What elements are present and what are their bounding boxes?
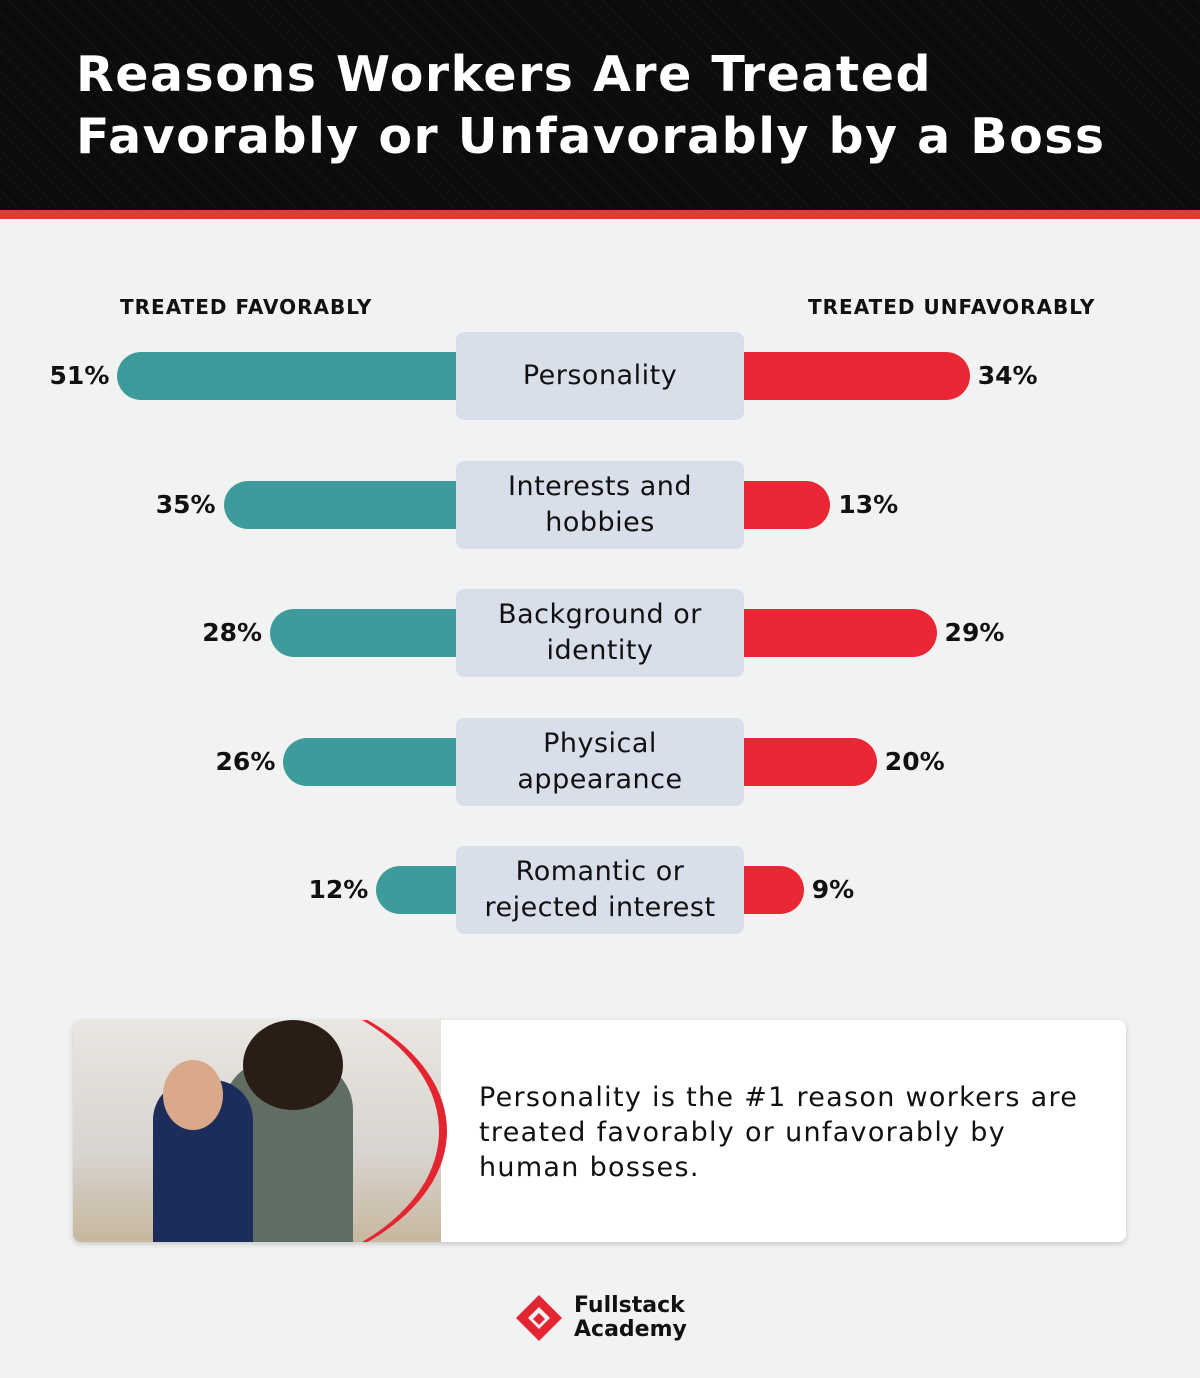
logo-line1: Fullstack bbox=[574, 1293, 685, 1318]
category-label: Physical appearance bbox=[456, 717, 744, 806]
value-favorable: 35% bbox=[155, 489, 216, 519]
category-label: Personality bbox=[456, 332, 744, 420]
value-unfavorable: 13% bbox=[838, 489, 899, 519]
column-heading-unfavorable: TREATED UNFAVORABLY bbox=[808, 295, 1096, 319]
bar-favorable bbox=[117, 352, 456, 400]
category-label: Romantic or rejected interest bbox=[456, 846, 744, 935]
value-unfavorable: 20% bbox=[884, 746, 945, 776]
bar-unfavorable bbox=[744, 737, 877, 786]
value-unfavorable: 9% bbox=[811, 875, 855, 905]
value-favorable: 12% bbox=[308, 875, 369, 905]
callout-text: Personality is the #1 reason workers are… bbox=[479, 1082, 1079, 1183]
bar-unfavorable bbox=[744, 866, 804, 915]
category-label: Background or identity bbox=[456, 589, 744, 678]
logo: Fullstack Academy bbox=[514, 1293, 687, 1343]
bar-favorable bbox=[270, 609, 456, 658]
value-favorable: 28% bbox=[202, 618, 263, 648]
accent-stripe bbox=[0, 210, 1200, 219]
photo-coworkers bbox=[73, 1020, 447, 1242]
bar-favorable bbox=[376, 866, 456, 915]
header-banner: Reasons Workers Are Treated Favorably or … bbox=[0, 0, 1200, 210]
value-favorable: 51% bbox=[49, 361, 110, 390]
category-label: Interests and hobbies bbox=[456, 460, 744, 549]
page-title: Reasons Workers Are Treated Favorably or … bbox=[76, 46, 1106, 165]
bar-unfavorable bbox=[744, 609, 937, 658]
bar-favorable bbox=[223, 480, 456, 529]
logo-line2: Academy bbox=[574, 1317, 687, 1342]
bar-unfavorable bbox=[744, 480, 831, 529]
bar-favorable bbox=[283, 737, 456, 786]
value-favorable: 26% bbox=[215, 746, 276, 776]
value-unfavorable: 34% bbox=[977, 361, 1038, 390]
fullstack-logo-icon bbox=[514, 1293, 564, 1343]
value-unfavorable: 29% bbox=[944, 618, 1005, 648]
bar-unfavorable bbox=[744, 352, 970, 400]
callout-card: Personality is the #1 reason workers are… bbox=[73, 1020, 1126, 1242]
red-arc-decoration bbox=[73, 1020, 447, 1242]
column-heading-favorable: TREATED FAVORABLY bbox=[120, 295, 373, 319]
